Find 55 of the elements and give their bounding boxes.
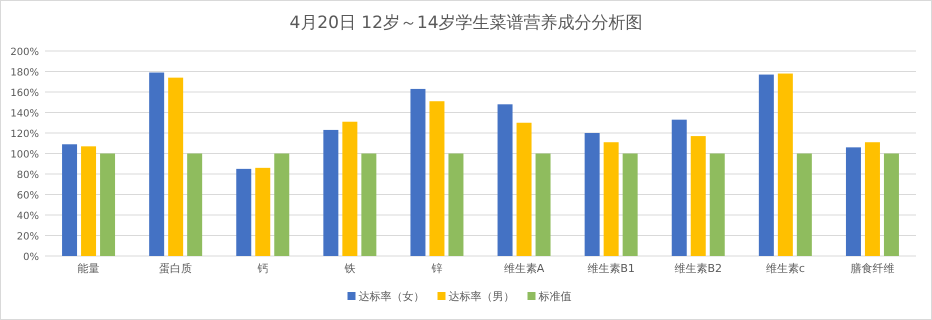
bar — [796, 154, 812, 256]
legend-label: 标准值 — [538, 290, 572, 303]
y-tick-label: 200% — [10, 47, 39, 58]
bar — [342, 122, 358, 256]
bar — [536, 154, 551, 256]
bar — [622, 154, 638, 256]
legend-label: 达标率（男） — [448, 290, 514, 303]
y-tick-label: 100% — [10, 150, 39, 160]
bar — [255, 168, 270, 256]
y-tick-label: 20% — [16, 232, 39, 242]
x-tick-label: 能量 — [78, 262, 100, 275]
bar — [187, 154, 202, 256]
bar — [429, 101, 444, 256]
bar — [584, 133, 600, 256]
bar — [410, 88, 426, 256]
x-tick-label: 铁 — [343, 262, 356, 275]
bar — [448, 154, 464, 256]
x-tick-label: 钙 — [256, 262, 268, 275]
x-tick-label: 蛋白质 — [159, 262, 192, 275]
x-tick-label: 维生素B2 — [674, 262, 722, 275]
bar — [778, 74, 793, 256]
y-tick-label: 180% — [10, 68, 39, 78]
bar — [361, 154, 376, 256]
x-tick-label: 维生素B1 — [587, 262, 635, 275]
x-tick-label: 膳食纤维 — [850, 262, 894, 275]
bar — [81, 146, 96, 256]
y-tick-label: 140% — [10, 108, 39, 120]
x-tick-label: 锌 — [430, 262, 442, 275]
bar — [149, 72, 164, 256]
bar — [62, 144, 78, 256]
y-tick-label: 0% — [23, 252, 39, 263]
bar — [846, 147, 861, 256]
legend-label: 达标率（女） — [358, 290, 424, 303]
y-tick-label: 80% — [16, 170, 39, 181]
bar — [758, 74, 774, 256]
bar — [100, 154, 116, 256]
chart-title: 4月20日 12岁～14岁学生菜谱营养成分分析图 — [289, 13, 643, 33]
bar — [516, 122, 532, 256]
y-tick-label: 120% — [10, 129, 39, 140]
bar — [168, 78, 184, 256]
x-tick-label: 维生素A — [504, 262, 545, 275]
bar — [604, 142, 619, 256]
bar — [690, 136, 706, 256]
bar — [323, 130, 338, 256]
bar — [236, 168, 252, 256]
y-tick-label: 40% — [16, 211, 39, 222]
bar — [672, 120, 687, 256]
bar — [710, 154, 725, 256]
bar — [864, 142, 880, 256]
bar — [274, 154, 290, 256]
bar — [884, 154, 899, 256]
bar — [498, 104, 513, 256]
x-tick-label: 维生素c — [766, 262, 805, 275]
y-tick-label: 160% — [10, 88, 39, 99]
y-tick-label: 60% — [16, 190, 39, 202]
